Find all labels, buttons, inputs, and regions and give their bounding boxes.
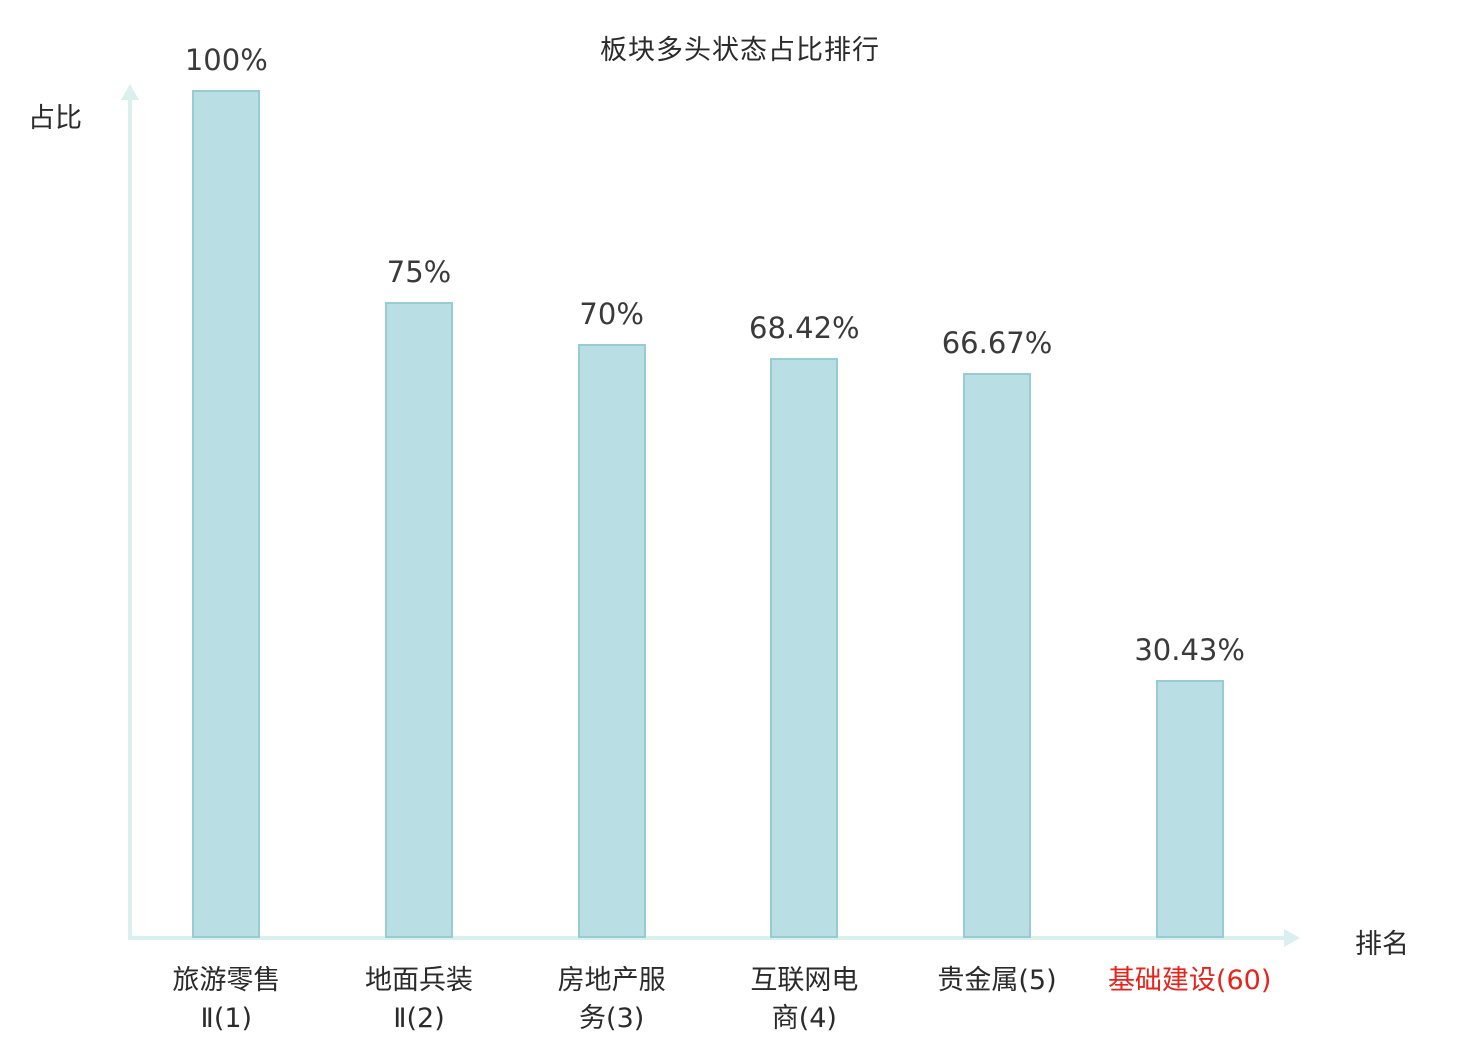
bar-category-label: 互联网电商(4) bbox=[684, 962, 924, 1038]
bar-category-label: 基础建设(60) bbox=[1070, 962, 1310, 1000]
bar-category-label-line: 地面兵装 bbox=[365, 965, 473, 996]
bar bbox=[577, 344, 646, 938]
bar bbox=[770, 357, 839, 938]
bar-category-label: 贵金属(5) bbox=[877, 962, 1117, 1000]
bar-value-label: 68.42% bbox=[749, 310, 860, 345]
bar-value-label: 70% bbox=[579, 297, 644, 332]
bar-category-label-line: Ⅱ(2) bbox=[393, 1003, 445, 1034]
bar-value-label: 75% bbox=[386, 255, 452, 289]
bar-category-label-line: 房地产服 bbox=[557, 965, 666, 996]
bar-category-label: 房地产服务(3) bbox=[492, 962, 732, 1038]
x-axis-arrow-icon bbox=[1284, 929, 1300, 947]
chart-title: 板块多头状态占比排行 bbox=[600, 35, 880, 66]
x-axis bbox=[130, 936, 1286, 940]
bar-value-label: 100% bbox=[184, 43, 268, 77]
x-axis-label: 排名 bbox=[1355, 929, 1409, 960]
bar bbox=[385, 302, 453, 938]
bar-category-label-line: 商(4) bbox=[771, 1003, 837, 1034]
bar-value-label: 66.67% bbox=[941, 325, 1053, 360]
bar-category-label: 地面兵装 Ⅱ(2) bbox=[299, 962, 539, 1038]
bar bbox=[1155, 679, 1224, 938]
y-axis-label: 占比 bbox=[28, 103, 82, 134]
y-axis bbox=[128, 98, 132, 940]
bar-category-label-line: Ⅱ(1) bbox=[200, 1003, 253, 1034]
bar-category-label-line: 基础建设(60) bbox=[1107, 965, 1272, 996]
bar bbox=[192, 90, 261, 938]
bar-category-label-line: 务(3) bbox=[579, 1003, 645, 1034]
bar-category-label-line: 互联网电 bbox=[750, 965, 859, 996]
y-axis-arrow-icon bbox=[121, 84, 139, 100]
bar-category-label-line: 贵金属(5) bbox=[937, 965, 1057, 996]
bar-value-label: 30.43% bbox=[1134, 632, 1245, 667]
bar-category-label-line: 旅游零售 bbox=[172, 965, 281, 996]
bar bbox=[963, 372, 1031, 938]
bar-category-label: 旅游零售 Ⅱ(1) bbox=[106, 962, 346, 1038]
